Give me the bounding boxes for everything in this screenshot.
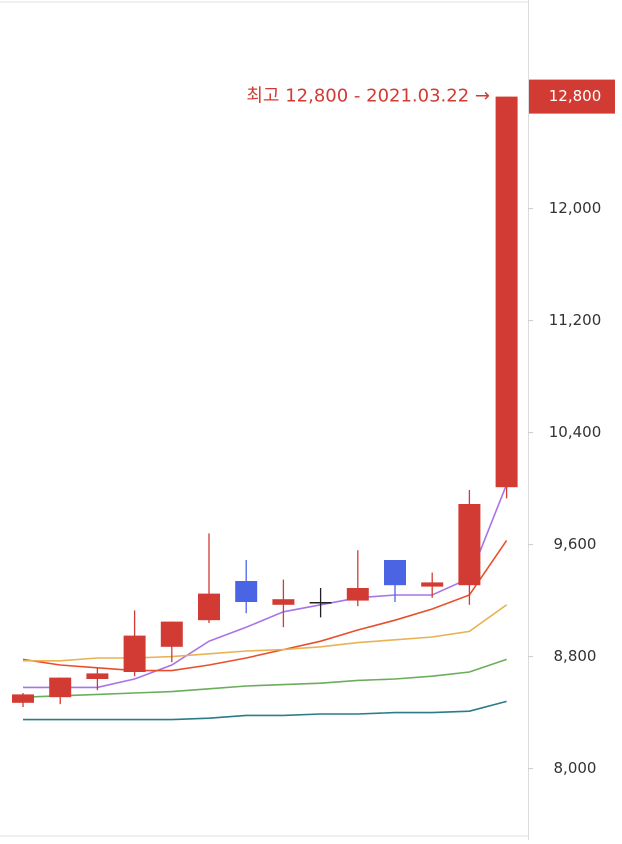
ma-line: [23, 484, 508, 689]
y-tick-label: 11,200: [549, 311, 602, 329]
candle-body: [123, 635, 146, 672]
price-marker-box: [529, 79, 615, 114]
candle-body: [458, 504, 481, 586]
ma-line: [22, 658, 507, 698]
high-annotation: 최고 12,800 - 2021.03.22 →: [246, 86, 490, 107]
y-tick-label: 8,000: [554, 759, 597, 777]
candle-body: [49, 677, 72, 698]
candle-body: [495, 96, 518, 488]
ma-line: [22, 539, 508, 672]
y-tick-label: 8,800: [554, 647, 597, 665]
candle-body: [198, 593, 220, 621]
candle-body: [384, 560, 406, 586]
candle-body: [12, 694, 34, 703]
candle-body: [160, 621, 183, 647]
candle-body: [272, 599, 295, 605]
candle-body: [421, 582, 444, 587]
candle-body: [346, 588, 369, 601]
price-marker-label: 12,800: [549, 87, 602, 105]
ma-line: [23, 604, 508, 662]
y-tick-label: 10,400: [549, 423, 602, 441]
candle-body: [235, 581, 258, 602]
ma-line: [23, 700, 507, 721]
candle-body: [309, 602, 332, 604]
candle-body: [86, 673, 109, 679]
y-tick-label: 12,000: [549, 199, 602, 217]
y-tick-label: 9,600: [554, 535, 597, 553]
